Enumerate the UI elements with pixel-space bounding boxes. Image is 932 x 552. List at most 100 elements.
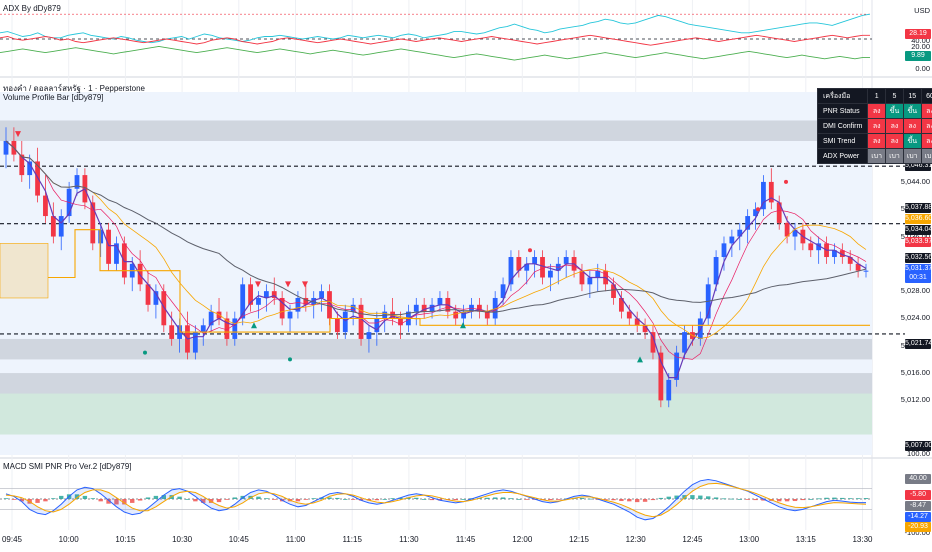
macd-histogram-bar: [659, 498, 663, 499]
macd-histogram-bar: [611, 499, 615, 500]
macd-pane-title[interactable]: MACD SMI PNR Pro Ver.2 [dDy879]: [3, 462, 132, 471]
price-tick-label: 5,028.00: [901, 286, 930, 295]
candle: [51, 216, 56, 236]
candle: [864, 271, 869, 272]
status-cell: ลง: [886, 119, 904, 134]
macd-histogram-bar: [793, 499, 797, 501]
indicator-title[interactable]: Volume Profile Bar [dDy879]: [3, 93, 104, 102]
status-table-row: DMI Confirmลงลงลงลง: [818, 119, 932, 134]
time-tick-label: 13:30: [852, 535, 872, 544]
macd-tick-label: 100.00: [907, 449, 930, 458]
price-tick-label: 5,016.00: [901, 368, 930, 377]
macd-histogram-bar: [753, 499, 757, 500]
candle: [627, 312, 632, 319]
status-row-label: SMI Trend: [818, 134, 868, 149]
macd-histogram-bar: [588, 499, 592, 500]
signal-dot: [528, 248, 532, 252]
macd-histogram-bar: [91, 498, 95, 499]
adx-currency-label: USD: [914, 6, 930, 15]
macd-histogram-bar: [801, 499, 805, 500]
macd-histogram-bar: [264, 498, 268, 499]
candle: [59, 216, 64, 236]
macd-value-tag: -8.47: [905, 501, 931, 511]
macd-histogram-bar: [217, 499, 221, 502]
macd-histogram-bar: [312, 498, 316, 499]
candle: [288, 312, 293, 319]
macd-histogram-bar: [667, 497, 671, 499]
macd-value-tag: 40.00: [905, 474, 931, 484]
status-cell: ลง: [903, 119, 921, 134]
adx-pane-title[interactable]: ADX By dDy879: [3, 4, 61, 13]
time-tick-label: 10:00: [59, 535, 79, 544]
status-cell: ขึ้น: [903, 104, 921, 119]
macd-histogram-bar: [722, 498, 726, 499]
macd-histogram-bar: [43, 499, 47, 501]
macd-histogram-bar: [509, 498, 513, 499]
status-cell: เบา: [903, 149, 921, 164]
price-tick-label: 5,024.00: [901, 313, 930, 322]
macd-histogram-bar: [738, 499, 742, 500]
time-tick-label: 10:30: [172, 535, 192, 544]
signal-dot: [784, 180, 788, 184]
macd-histogram-bar: [525, 499, 529, 500]
adx-tick-label: 20.00: [911, 42, 930, 51]
time-tick-label: 12:30: [626, 535, 646, 544]
macd-histogram-bar: [643, 499, 647, 502]
macd-series-0: [6, 480, 866, 520]
macd-histogram-bar: [193, 499, 197, 501]
candle: [453, 312, 458, 319]
price-value-tag: 00:31: [905, 273, 931, 283]
candle: [319, 291, 324, 298]
status-row-label: DMI Confirm: [818, 119, 868, 134]
macd-histogram-bar: [335, 498, 339, 499]
time-tick-label: 12:15: [569, 535, 589, 544]
macd-histogram-bar: [414, 498, 418, 499]
candle: [146, 284, 151, 304]
candle: [367, 332, 372, 339]
macd-histogram-bar: [343, 499, 347, 500]
macd-histogram-bar: [816, 498, 820, 499]
time-tick-label: 13:00: [739, 535, 759, 544]
status-row-label: PNR Status: [818, 104, 868, 119]
macd-histogram-bar: [619, 499, 623, 501]
macd-histogram-bar: [651, 499, 655, 500]
status-cell: ลง: [921, 134, 932, 149]
macd-histogram-bar: [272, 499, 276, 500]
macd-histogram-bar: [864, 498, 868, 499]
adx-series-1: [0, 35, 870, 45]
candle: [722, 243, 727, 257]
macd-histogram-bar: [809, 499, 813, 500]
macd-histogram-bar: [98, 499, 102, 501]
candle: [106, 230, 111, 264]
status-table-row: ADX Powerเบาเบาเบาเบา: [818, 149, 932, 164]
macd-histogram-bar: [580, 498, 584, 499]
candle: [808, 243, 813, 250]
status-header-cell: 15: [903, 89, 921, 104]
macd-histogram-bar: [304, 499, 308, 500]
zone-3: [0, 394, 872, 435]
price-pane: [0, 92, 905, 455]
macd-histogram-bar: [706, 496, 710, 499]
candle: [729, 237, 734, 244]
status-cell: ลง: [921, 104, 932, 119]
zone-0: [0, 120, 872, 140]
status-cell: ขึ้น: [903, 134, 921, 149]
status-cell: ลง: [868, 134, 886, 149]
macd-histogram-bar: [714, 497, 718, 499]
macd-histogram-bar: [351, 499, 355, 500]
time-tick-label: 11:00: [286, 535, 305, 544]
macd-histogram-bar: [730, 499, 734, 500]
macd-histogram-bar: [12, 499, 16, 500]
candle: [540, 257, 545, 277]
status-header-cell: 5: [886, 89, 904, 104]
price-value-tag: 5,033.97: [905, 237, 931, 247]
macd-histogram-bar: [146, 497, 150, 499]
time-tick-label: 11:15: [342, 535, 361, 544]
macd-value-tag: -14.27: [905, 512, 931, 522]
status-cell: ลง: [868, 119, 886, 134]
candle: [335, 318, 340, 332]
